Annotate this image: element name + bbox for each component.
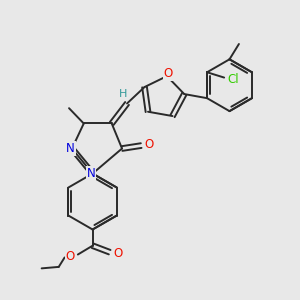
Text: O: O xyxy=(164,67,173,80)
Text: N: N xyxy=(87,167,95,180)
Text: O: O xyxy=(66,250,75,262)
Text: O: O xyxy=(145,139,154,152)
Text: H: H xyxy=(118,89,127,99)
Text: Cl: Cl xyxy=(227,73,239,85)
Text: O: O xyxy=(113,247,122,260)
Text: N: N xyxy=(66,142,75,155)
